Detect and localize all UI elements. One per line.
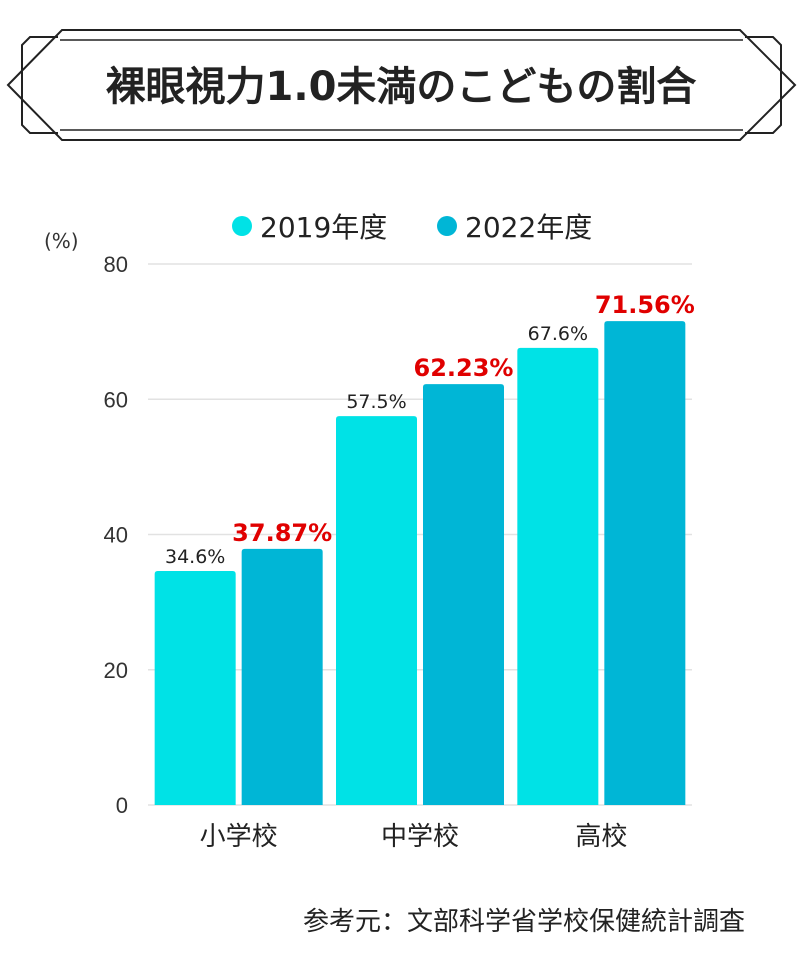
bar-小学校-2019年度 [154, 571, 236, 805]
data-label: 71.56% [595, 291, 695, 319]
legend: 2019年度 2022年度 [232, 211, 592, 244]
y-tick-label: 80 [104, 252, 128, 277]
legend-label-2019: 2019年度 [260, 211, 387, 244]
bar-小学校-2022年度 [241, 548, 323, 805]
data-label: 57.5% [346, 391, 406, 413]
chart-title: 裸眼視力1.0未満のこどもの割合 [106, 64, 697, 110]
bar-中学校-2019年度 [336, 416, 417, 805]
legend-marker-2022 [437, 216, 457, 236]
y-axis-unit: (%) [44, 229, 79, 253]
legend-label-2022: 2022年度 [465, 211, 592, 244]
bar-高校-2022年度 [604, 321, 686, 805]
data-label: 37.87% [232, 519, 332, 547]
title-frame [6, 29, 797, 141]
data-label: 62.23% [414, 354, 514, 382]
x-tick-label: 高校 [575, 822, 627, 852]
x-tick-label: 中学校 [381, 822, 459, 852]
y-tick-label: 40 [104, 523, 128, 548]
data-label: 34.6% [165, 546, 225, 568]
legend-marker-2019 [232, 216, 252, 236]
source-note: 参考元：文部科学省学校保健統計調査 [303, 907, 745, 937]
y-tick-label: 60 [104, 387, 128, 412]
bar-中学校-2022年度 [423, 384, 504, 805]
y-tick-label: 0 [116, 793, 128, 818]
bar-高校-2019年度 [517, 347, 599, 805]
x-tick-label: 小学校 [200, 822, 278, 852]
data-label: 67.6% [528, 323, 588, 345]
y-tick-label: 20 [104, 658, 128, 683]
